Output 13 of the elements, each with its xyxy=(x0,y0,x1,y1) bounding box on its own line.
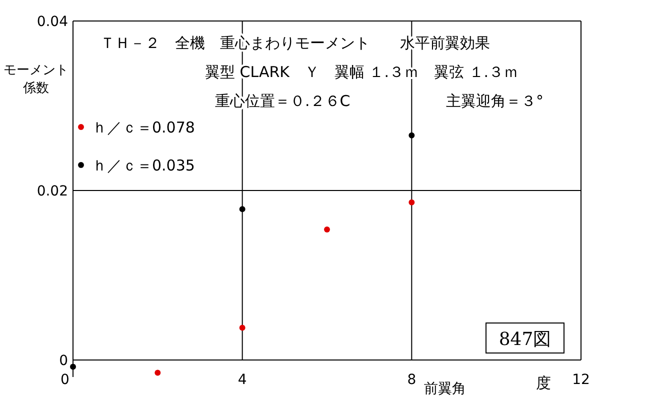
x-tick-label: 8 xyxy=(407,372,416,388)
x-tick-label: 4 xyxy=(238,372,247,388)
annotation: 847図 xyxy=(498,329,552,350)
annotation: 主翼迎角＝３° xyxy=(446,92,544,110)
annotation: 度 xyxy=(536,374,551,392)
legend-label: ｈ／ｃ＝0.035 xyxy=(92,156,195,174)
x-axis-title: 前翼角 xyxy=(424,381,466,397)
legend-label: ｈ／ｃ＝0.078 xyxy=(92,118,195,136)
y-tick-label: 0 xyxy=(59,352,68,369)
y-axis-title: モーメント係数 xyxy=(4,63,68,96)
y-tick-label: 0.02 xyxy=(36,183,68,200)
y-tick-label: 0.04 xyxy=(36,14,68,30)
x-tick-label: 12 xyxy=(572,372,590,388)
